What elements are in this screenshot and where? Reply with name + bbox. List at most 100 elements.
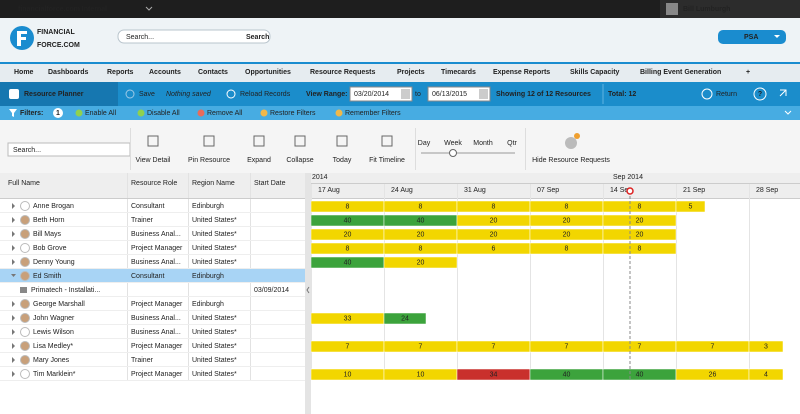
nav-tab[interactable]: Reports (107, 69, 134, 76)
allocation-cell (602, 228, 677, 241)
toolbar-button[interactable]: Pin Resource (188, 157, 230, 164)
resource-name[interactable]: Anne Brogan (33, 203, 74, 210)
filter-action[interactable]: Remove All (207, 110, 243, 117)
expand-toggle[interactable] (12, 245, 15, 251)
toolbar-button[interactable]: Fit Timeline (369, 157, 405, 164)
nav-tab[interactable]: + (746, 69, 750, 76)
org-name[interactable]: financialforce.com Internal (18, 6, 107, 13)
nav-tab[interactable]: Billing Event Generation (640, 69, 721, 76)
allocation-value: 33 (344, 315, 352, 322)
expand-toggle[interactable] (12, 231, 15, 237)
date-input[interactable] (349, 86, 413, 102)
nav-tab[interactable]: Home (14, 69, 34, 76)
nav-tab[interactable]: Opportunities (245, 69, 291, 76)
allocation-value: 8 (565, 203, 569, 210)
filter-action[interactable]: Enable All (85, 110, 117, 117)
resource-name[interactable]: Ed Smith (33, 273, 62, 280)
filter-action[interactable]: Disable All (147, 110, 180, 117)
allocation-value: 24 (401, 315, 409, 322)
toolbar-icon (253, 135, 265, 147)
nav-tab[interactable]: Expense Reports (493, 69, 550, 76)
expand-toggle[interactable] (12, 259, 15, 265)
zoom-level[interactable]: Month (473, 140, 493, 147)
expand-toggle[interactable] (12, 343, 15, 349)
allocation-value: 7 (711, 343, 715, 350)
hide-requests-button[interactable]: Hide Resource Requests (532, 157, 610, 164)
resource-count: Showing 12 of 12 Resources (496, 91, 591, 98)
toolbar-button[interactable]: Collapse (286, 157, 313, 164)
nav-tab[interactable]: Contacts (198, 69, 228, 76)
date-input[interactable] (427, 86, 491, 102)
save-button[interactable]: Save (139, 91, 155, 98)
search-button[interactable]: Search (246, 34, 269, 41)
avatar (20, 215, 30, 225)
column-header: Region Name (192, 180, 235, 187)
nav-tab[interactable]: Accounts (149, 69, 181, 76)
expand-toggle[interactable] (11, 274, 16, 277)
zoom-level[interactable]: Week (444, 140, 462, 147)
resource-name[interactable]: George Marshall (33, 301, 85, 308)
calendar-icon (401, 89, 410, 99)
allocation-value: 40 (636, 371, 644, 378)
allocation-value: 10 (417, 371, 425, 378)
resource-name[interactable]: Lewis Wilson (33, 329, 74, 336)
app-switcher[interactable] (718, 30, 786, 44)
allocation-cell (383, 256, 458, 269)
resource-role: Project Manager (131, 245, 183, 252)
filter-label: Filters: (20, 110, 43, 117)
resource-region: Edinburgh (192, 301, 224, 308)
resource-region: United States* (192, 217, 237, 224)
toolbar-button[interactable]: Today (333, 157, 352, 164)
zoom-knob[interactable] (449, 149, 457, 157)
toolbar-button[interactable]: View Detail (136, 157, 171, 164)
toolbar-button[interactable]: Expand (247, 157, 271, 164)
user-name[interactable]: Bill Lumburgh (683, 6, 730, 13)
resource-name[interactable]: Bill Mays (33, 231, 62, 238)
resource-name[interactable]: Mary Jones (33, 357, 70, 364)
allocation-value: 20 (490, 217, 498, 224)
planner-title: Resource Planner (24, 91, 84, 98)
resource-name[interactable]: Denny Young (33, 259, 75, 266)
toolbar-icon (336, 135, 348, 147)
expand-toggle[interactable] (12, 301, 15, 307)
resource-name[interactable]: John Wagner (33, 315, 75, 322)
avatar (20, 271, 30, 281)
expand-toggle[interactable] (12, 329, 15, 335)
allocation-value: 7 (346, 343, 350, 350)
avatar (20, 369, 30, 379)
resource-name[interactable]: Primatech - Installati... (31, 287, 100, 294)
return-button[interactable]: Return (716, 91, 737, 98)
search-input[interactable] (117, 29, 271, 44)
expand-toggle[interactable] (12, 217, 15, 223)
splitter[interactable] (305, 173, 311, 414)
resource-region: United States* (192, 343, 237, 350)
filter-action[interactable]: Remember Filters (345, 110, 401, 117)
filter-action[interactable]: Restore Filters (270, 110, 316, 117)
logo-text: FORCE.COM (37, 42, 80, 49)
zoom-level[interactable]: Day (418, 140, 431, 147)
expand-toggle[interactable] (12, 357, 15, 363)
date-to: 06/13/2015 (432, 91, 467, 98)
reload-button[interactable]: Reload Records (240, 91, 291, 98)
nav-tab[interactable]: Dashboards (48, 69, 89, 76)
help-icon[interactable] (753, 87, 767, 101)
nav-tab[interactable]: Skills Capacity (570, 69, 620, 76)
allocation-value: 5 (689, 203, 693, 210)
column-header: Full Name (8, 180, 40, 187)
date-from: 03/20/2014 (354, 91, 389, 98)
grid-search-placeholder: Search... (13, 147, 41, 154)
nav-tab[interactable]: Projects (397, 69, 425, 76)
week-label: 31 Aug (464, 187, 486, 194)
resource-name[interactable]: Lisa Medley* (33, 343, 73, 350)
zoom-level[interactable]: Qtr (507, 140, 517, 147)
nav-tab[interactable]: Timecards (441, 69, 476, 76)
resource-name[interactable]: Beth Horn (33, 217, 65, 224)
expand-toggle[interactable] (12, 315, 15, 321)
expand-toggle[interactable] (12, 203, 15, 209)
resource-name[interactable]: Tim Marklein* (33, 371, 76, 378)
allocation-value: 40 (417, 217, 425, 224)
expand-toggle[interactable] (12, 371, 15, 377)
calendar-icon (479, 89, 488, 99)
resource-name[interactable]: Bob Grove (33, 245, 67, 252)
nav-tab[interactable]: Resource Requests (310, 69, 375, 76)
